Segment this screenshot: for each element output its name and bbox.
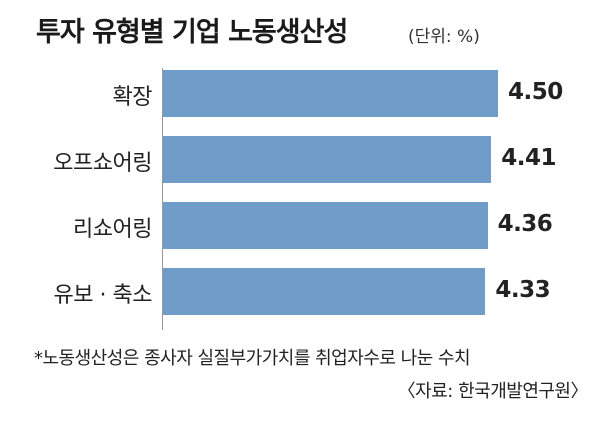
chart-title: 투자 유형별 기업 노동생산성 xyxy=(36,17,348,48)
value-label-2: 4.36 xyxy=(497,211,553,237)
footnote: *노동생산성은 종사자 실질부가가치를 취업자수로 나눈 수치 xyxy=(34,348,471,369)
source-note: 〈자료: 한국개발연구원〉 xyxy=(397,381,589,402)
category-label-3: 유보 · 축소 xyxy=(53,283,153,308)
unit-label: (단위: %) xyxy=(408,27,480,47)
category-label-0: 확장 xyxy=(112,85,153,110)
category-label-2: 리쇼어링 xyxy=(73,217,152,242)
value-label-1: 4.41 xyxy=(501,145,557,171)
bar-2 xyxy=(163,202,488,249)
bar-3 xyxy=(163,268,486,315)
value-label-0: 4.50 xyxy=(508,79,563,105)
category-axis-line xyxy=(162,68,163,330)
bar-0 xyxy=(163,70,498,117)
value-label-3: 4.33 xyxy=(495,277,551,303)
bar-1 xyxy=(163,136,492,183)
category-label-1: 오프쇼어링 xyxy=(53,151,152,176)
